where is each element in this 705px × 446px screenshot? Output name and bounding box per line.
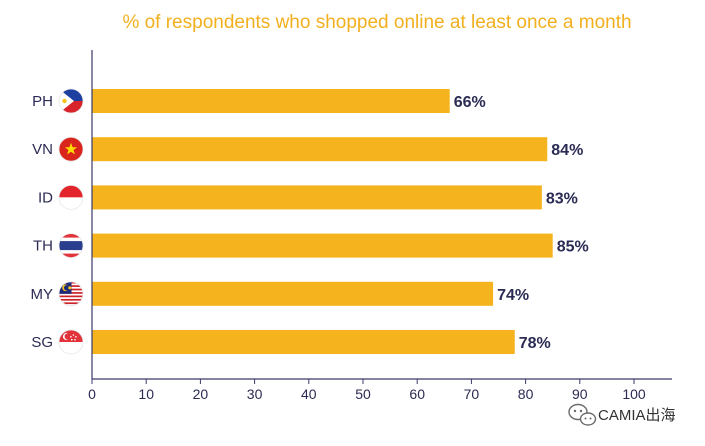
bars-layer: 66% PH 84% VN 83% ID 85% TH 74% MY 78% SG (31, 88, 589, 355)
vietnam-flag-icon (58, 136, 84, 162)
singapore-flag-icon (58, 329, 84, 355)
chart-title: % of respondents who shopped online at l… (122, 12, 631, 33)
wechat-icon (568, 403, 597, 426)
thailand-flag-icon (58, 233, 84, 259)
malaysia-flag-icon (58, 281, 84, 307)
category-label-id: ID (38, 189, 53, 206)
x-tick-label-30: 30 (247, 386, 263, 402)
x-tick-label-60: 60 (409, 386, 425, 402)
data-label-my: 74% (497, 287, 529, 304)
x-tick-label-20: 20 (193, 386, 209, 402)
x-tick-label-70: 70 (464, 386, 480, 402)
x-tick-label-90: 90 (572, 386, 588, 402)
category-label-my: MY (31, 286, 54, 303)
category-label-sg: SG (31, 334, 53, 351)
bar-sg (92, 330, 515, 354)
watermark: CAMIA出海 (568, 403, 676, 426)
data-label-th: 85% (557, 239, 589, 256)
data-label-id: 83% (546, 190, 578, 207)
x-tick-label-10: 10 (138, 386, 154, 402)
philippines-flag-icon (58, 88, 84, 114)
x-tick-label-50: 50 (355, 386, 371, 402)
data-label-vn: 84% (551, 142, 583, 159)
watermark-text: CAMIA出海 (598, 407, 676, 424)
x-tick-label-40: 40 (301, 386, 317, 402)
category-label-th: TH (33, 238, 53, 255)
indonesia-flag-icon (58, 184, 84, 210)
bar-id (92, 185, 542, 210)
x-tick-label-0: 0 (88, 386, 96, 402)
bar-vn (92, 137, 548, 162)
data-label-sg: 78% (519, 335, 551, 352)
bar-ph (92, 89, 450, 113)
category-label-vn: VN (32, 141, 53, 158)
data-label-ph: 66% (454, 94, 486, 111)
axes-layer: 0 10 20 30 40 50 60 70 80 90 100 (88, 50, 672, 402)
x-tick-label-100: 100 (622, 386, 646, 402)
x-tick-label-80: 80 (518, 386, 534, 402)
bar-my (92, 281, 494, 306)
category-label-ph: PH (32, 93, 53, 110)
bar-th (92, 233, 553, 258)
